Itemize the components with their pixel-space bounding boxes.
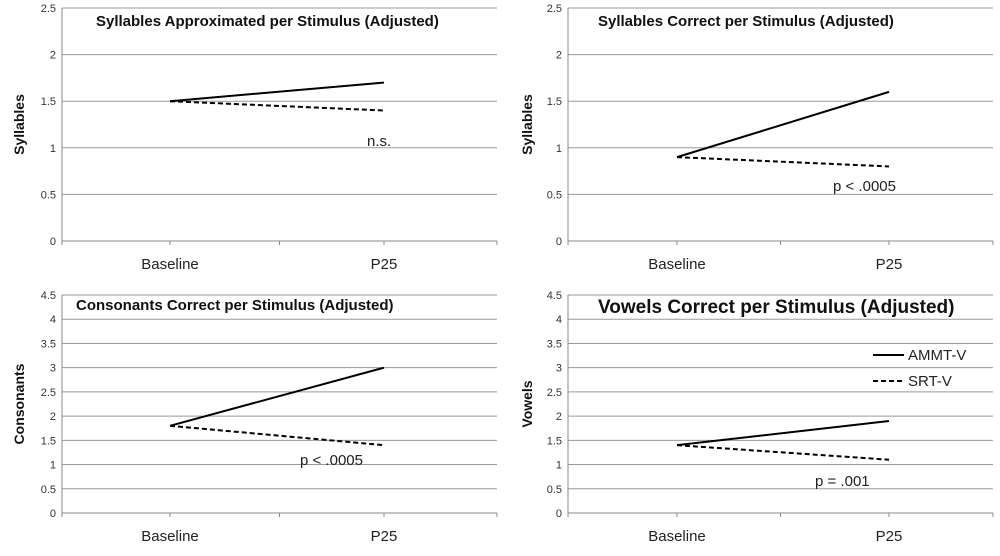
x-tick-label: P25 xyxy=(876,256,903,273)
y-tick-label: 0.5 xyxy=(41,484,56,496)
y-tick-label: 2.5 xyxy=(547,3,562,15)
y-tick-label: 1.5 xyxy=(547,435,562,447)
y-tick-label: 1 xyxy=(50,143,56,155)
series-line-srt-v xyxy=(676,444,890,461)
y-tick-label: 4.5 xyxy=(41,290,56,302)
y-tick-label: 0 xyxy=(556,508,562,520)
significance-annotation: n.s. xyxy=(367,133,391,150)
y-tick-label: 0.5 xyxy=(41,189,56,201)
y-tick-label: 2 xyxy=(556,411,562,423)
x-tick-label: Baseline xyxy=(141,528,199,545)
y-tick-label: 1 xyxy=(556,143,562,155)
series-line-ammt-v xyxy=(676,419,890,447)
y-tick-label: 0 xyxy=(50,236,56,248)
y-tick-label: 2 xyxy=(556,50,562,62)
y-tick-label: 0.5 xyxy=(547,189,562,201)
y-tick-label: 3.5 xyxy=(41,338,56,350)
y-tick-label: 3.5 xyxy=(547,338,562,350)
x-tick-label: P25 xyxy=(371,528,398,545)
y-tick-label: 1.5 xyxy=(41,435,56,447)
series-line-ammt-v xyxy=(676,90,890,159)
y-tick-label: 3 xyxy=(556,363,562,375)
y-tick-label: 2 xyxy=(50,411,56,423)
series-line-srt-v xyxy=(169,100,385,112)
y-axis-label: Vowels xyxy=(519,380,535,427)
legend-label: AMMT-V xyxy=(908,347,966,364)
chart-panel-4: 0 0.5 1 1.5 2 2.5 3 3.5 4 4.5 Baseline P25 Vowels Co… xyxy=(519,290,994,545)
chart-panel-1: 0 0.5 1 1.5 2 2.5 Baseline P25 Syllables Approxi… xyxy=(11,3,498,273)
y-tick-label: 0 xyxy=(50,508,56,520)
series-line-srt-v xyxy=(676,156,890,168)
x-tick-label: P25 xyxy=(876,528,903,545)
x-tick-label: Baseline xyxy=(141,256,199,273)
chart-title: Vowels Correct per Stimulus (Adjusted) xyxy=(598,297,954,318)
series-line-ammt-v xyxy=(169,81,385,103)
x-tick-label: Baseline xyxy=(648,528,706,545)
x-tick-label: P25 xyxy=(371,256,398,273)
significance-annotation: p < .0005 xyxy=(833,178,896,195)
chart-panel-2: 0 0.5 1 1.5 2 2.5 Baseline P25 Syllables Correct… xyxy=(519,3,994,273)
legend: AMMT-V SRT-V xyxy=(873,347,966,390)
y-tick-label: 2.5 xyxy=(547,387,562,399)
series-line-ammt-v xyxy=(169,366,385,427)
significance-annotation: p = .001 xyxy=(815,473,870,490)
y-tick-label: 4 xyxy=(556,314,562,326)
y-tick-label: 2.5 xyxy=(41,3,56,15)
y-tick-label: 1.5 xyxy=(41,96,56,108)
x-tick-label: Baseline xyxy=(648,256,706,273)
y-axis-label: Consonants xyxy=(11,363,27,444)
y-tick-label: 4 xyxy=(50,314,56,326)
significance-annotation: p < .0005 xyxy=(300,452,363,469)
legend-label: SRT-V xyxy=(908,373,952,390)
y-axis-label: Syllables xyxy=(519,94,535,155)
y-tick-label: 2 xyxy=(50,50,56,62)
y-tick-label: 1 xyxy=(50,460,56,472)
chart-title: Syllables Correct per Stimulus (Adjusted… xyxy=(598,13,894,30)
y-tick-label: 0.5 xyxy=(547,484,562,496)
chart-title: Consonants Correct per Stimulus (Adjuste… xyxy=(76,297,394,314)
y-tick-label: 0 xyxy=(556,236,562,248)
series-line-srt-v xyxy=(169,424,385,447)
y-tick-label: 4.5 xyxy=(547,290,562,302)
y-tick-label: 1 xyxy=(556,460,562,472)
y-axis-label: Syllables xyxy=(11,94,27,155)
y-tick-label: 3 xyxy=(50,363,56,375)
chart-title: Syllables Approximated per Stimulus (Adj… xyxy=(96,13,439,30)
y-tick-label: 2.5 xyxy=(41,387,56,399)
y-tick-label: 1.5 xyxy=(547,96,562,108)
chart-panel-3: 0 0.5 1 1.5 2 2.5 3 3.5 4 4.5 Baseline P25 Consonant… xyxy=(11,290,498,545)
